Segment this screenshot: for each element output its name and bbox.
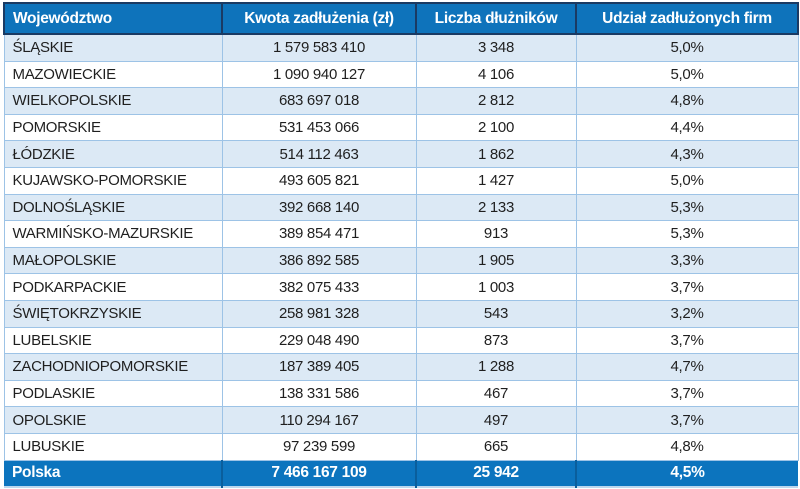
- voivodeship-cell: MAZOWIECKIE: [3, 60, 223, 89]
- total-debt-amount: 7 466 167 109: [221, 460, 416, 487]
- table-row: ŁÓDZKIE 514 112 463 1 862 4,3%: [3, 140, 799, 168]
- debt-amount-cell: 97 239 599: [221, 432, 417, 461]
- header-row: Województwo Kwota zadłużenia (zł) Liczba…: [3, 2, 799, 35]
- indebted-share-cell: 5,3%: [575, 193, 799, 222]
- debt-amount-cell: 258 981 328: [221, 299, 417, 328]
- debt-amount-cell: 514 112 463: [221, 140, 417, 168]
- table-row: OPOLSKIE 110 294 167 497 3,7%: [3, 406, 799, 434]
- debt-amount-cell: 683 697 018: [221, 87, 417, 115]
- debt-amount-cell: 110 294 167: [221, 406, 417, 434]
- voivodeship-cell: OPOLSKIE: [3, 406, 223, 434]
- indebted-share-cell: 5,0%: [575, 60, 799, 89]
- voivodeship-cell: KUJAWSKO-POMORSKIE: [3, 166, 223, 195]
- voivodeship-debt-table: Województwo Kwota zadłużenia (zł) Liczba…: [3, 2, 799, 488]
- voivodeship-cell: MAŁOPOLSKIE: [3, 246, 223, 275]
- table-row: ŚLĄSKIE 1 579 583 410 3 348 5,0%: [3, 33, 799, 62]
- indebted-share-cell: 5,0%: [575, 33, 799, 62]
- voivodeship-cell: WIELKOPOLSKIE: [3, 87, 223, 115]
- voivodeship-cell: LUBELSKIE: [3, 326, 223, 355]
- debt-amount-cell: 493 605 821: [221, 166, 417, 195]
- debtor-count-cell: 913: [415, 220, 577, 248]
- debtor-count-cell: 1 288: [415, 353, 577, 381]
- debt-amount-cell: 382 075 433: [221, 273, 417, 301]
- table-row: MAZOWIECKIE 1 090 940 127 4 106 5,0%: [3, 60, 799, 89]
- debtor-count-cell: 467: [415, 379, 577, 408]
- debtor-count-cell: 1 003: [415, 273, 577, 301]
- debt-amount-cell: 531 453 066: [221, 113, 417, 142]
- debt-amount-cell: 229 048 490: [221, 326, 417, 355]
- table-row: MAŁOPOLSKIE 386 892 585 1 905 3,3%: [3, 246, 799, 275]
- debtor-count-cell: 2 133: [415, 193, 577, 222]
- total-row: Polska 7 466 167 109 25 942 4,5%: [4, 460, 798, 487]
- table-row: PODKARPACKIE 382 075 433 1 003 3,7%: [3, 273, 799, 301]
- voivodeship-cell: ZACHODNIOPOMORSKIE: [3, 353, 223, 381]
- total-label: Polska: [4, 460, 222, 487]
- table-row: WIELKOPOLSKIE 683 697 018 2 812 4,8%: [3, 87, 799, 115]
- voivodeship-cell: ŚLĄSKIE: [3, 33, 223, 62]
- indebted-share-cell: 4,8%: [575, 87, 799, 115]
- debt-amount-cell: 386 892 585: [221, 246, 417, 275]
- voivodeship-cell: DOLNOŚLĄSKIE: [3, 193, 223, 222]
- debtor-count-cell: 873: [415, 326, 577, 355]
- debtor-count-cell: 543: [415, 299, 577, 328]
- voivodeship-cell: POMORSKIE: [3, 113, 223, 142]
- debt-amount-cell: 389 854 471: [221, 220, 417, 248]
- debtor-count-cell: 1 905: [415, 246, 577, 275]
- debtor-count-cell: 2 100: [415, 113, 577, 142]
- table-row: DOLNOŚLĄSKIE 392 668 140 2 133 5,3%: [3, 193, 799, 222]
- column-header-indebted-share: Udział zadłużonych firm: [575, 2, 799, 35]
- voivodeship-cell: LUBUSKIE: [3, 432, 223, 461]
- voivodeship-cell: PODKARPACKIE: [3, 273, 223, 301]
- indebted-share-cell: 3,7%: [575, 406, 799, 434]
- table-row: POMORSKIE 531 453 066 2 100 4,4%: [3, 113, 799, 142]
- table-row: WARMIŃSKO-MAZURSKIE 389 854 471 913 5,3%: [3, 220, 799, 248]
- debtor-count-cell: 1 862: [415, 140, 577, 168]
- debt-amount-cell: 392 668 140: [221, 193, 417, 222]
- indebted-share-cell: 4,7%: [575, 353, 799, 381]
- debtor-count-cell: 665: [415, 432, 577, 461]
- voivodeship-cell: PODLASKIE: [3, 379, 223, 408]
- indebted-share-cell: 4,8%: [575, 432, 799, 461]
- debt-amount-cell: 1 579 583 410: [221, 33, 417, 62]
- total-debtor-count: 25 942: [415, 460, 576, 487]
- debtor-count-cell: 4 106: [415, 60, 577, 89]
- indebted-share-cell: 3,7%: [575, 326, 799, 355]
- total-indebted-share: 4,5%: [575, 460, 798, 487]
- indebted-share-cell: 4,3%: [575, 140, 799, 168]
- indebted-share-cell: 3,3%: [575, 246, 799, 275]
- column-header-debtor-count: Liczba dłużników: [415, 2, 577, 35]
- voivodeship-cell: ŁÓDZKIE: [3, 140, 223, 168]
- debt-amount-cell: 138 331 586: [221, 379, 417, 408]
- indebted-share-cell: 4,4%: [575, 113, 799, 142]
- table-body: ŚLĄSKIE 1 579 583 410 3 348 5,0% MAZOWIECKIE…: [3, 33, 799, 461]
- table-row: KUJAWSKO-POMORSKIE 493 605 821 1 427 5,0%: [3, 166, 799, 195]
- indebted-share-cell: 5,0%: [575, 166, 799, 195]
- table-row: PODLASKIE 138 331 586 467 3,7%: [3, 379, 799, 408]
- table-row: LUBELSKIE 229 048 490 873 3,7%: [3, 326, 799, 355]
- debtor-count-cell: 3 348: [415, 33, 577, 62]
- debt-amount-cell: 187 389 405: [221, 353, 417, 381]
- indebted-share-cell: 3,2%: [575, 299, 799, 328]
- column-header-voivodeship: Województwo: [3, 2, 223, 35]
- voivodeship-cell: WARMIŃSKO-MAZURSKIE: [3, 220, 223, 248]
- indebted-share-cell: 3,7%: [575, 379, 799, 408]
- table-row: ŚWIĘTOKRZYSKIE 258 981 328 543 3,2%: [3, 299, 799, 328]
- debtor-count-cell: 497: [415, 406, 577, 434]
- table-row: ZACHODNIOPOMORSKIE 187 389 405 1 288 4,7%: [3, 353, 799, 381]
- table-row: LUBUSKIE 97 239 599 665 4,8%: [3, 432, 799, 461]
- debtor-count-cell: 2 812: [415, 87, 577, 115]
- indebted-share-cell: 3,7%: [575, 273, 799, 301]
- indebted-share-cell: 5,3%: [575, 220, 799, 248]
- column-header-debt-amount: Kwota zadłużenia (zł): [221, 2, 417, 35]
- voivodeship-cell: ŚWIĘTOKRZYSKIE: [3, 299, 223, 328]
- debt-amount-cell: 1 090 940 127: [221, 60, 417, 89]
- debtor-count-cell: 1 427: [415, 166, 577, 195]
